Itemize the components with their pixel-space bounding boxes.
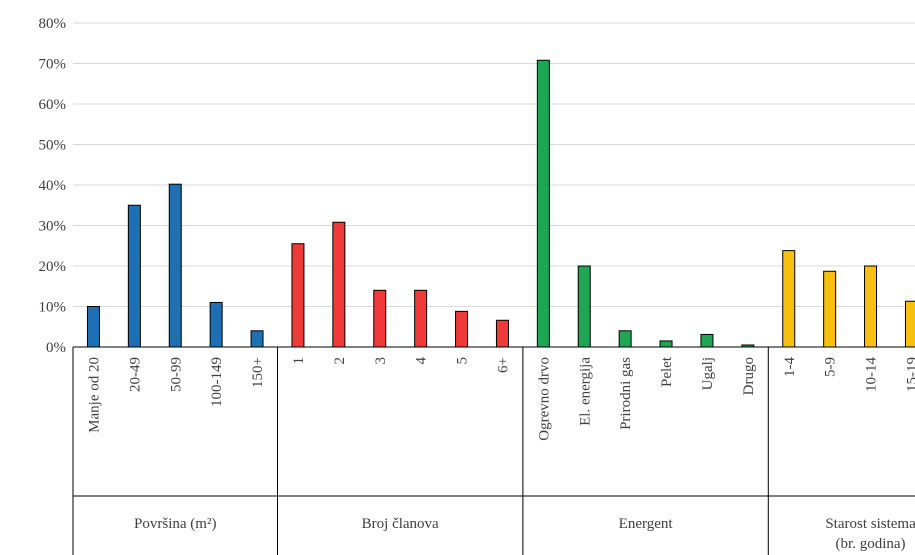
- y-tick-label: 40%: [39, 178, 67, 194]
- y-tick-label: 80%: [39, 16, 67, 32]
- bar: [168, 183, 182, 348]
- bar: [209, 301, 223, 348]
- bar: [904, 300, 915, 348]
- bar: [332, 221, 346, 348]
- category-label: 20-49: [127, 357, 143, 392]
- category-label: 10-14: [864, 357, 880, 392]
- bar: [659, 340, 673, 348]
- category-labels: Manje od 20 20-49 50-99 100-149 150+ 1 2 3 4 5 6+ O…: [86, 356, 915, 441]
- category-label: Ugalj: [700, 357, 716, 390]
- y-tick-label: 20%: [39, 259, 67, 275]
- category-label: 50-99: [168, 357, 184, 392]
- group-labels: Površina (m²) Broj članova Energent Starost…: [134, 516, 915, 552]
- group-label: Energent: [619, 516, 674, 532]
- group-label: Broj članova: [362, 516, 439, 532]
- y-tick-label: 50%: [39, 138, 67, 154]
- bar: [536, 59, 550, 348]
- gridlines: [73, 22, 915, 307]
- y-tick-label: 70%: [39, 57, 67, 73]
- bar: [495, 319, 509, 348]
- bar: [864, 265, 878, 348]
- y-axis-tick-labels: 0% 10% 20% 30% 40% 50% 60% 70% 80%: [39, 16, 67, 356]
- category-label: 3: [373, 357, 389, 365]
- category-label: El. energija: [577, 357, 593, 426]
- bar: [618, 330, 632, 348]
- bar: [700, 333, 714, 348]
- axes: [72, 346, 915, 555]
- category-label: Drugo: [741, 357, 757, 395]
- bar: [373, 289, 387, 348]
- category-label: 100-149: [209, 357, 225, 407]
- y-tick-label: 30%: [39, 219, 67, 235]
- category-label: 2: [332, 357, 348, 365]
- bar: [291, 243, 305, 348]
- group-label: Starost sistema: [825, 516, 915, 532]
- category-label: 5-9: [823, 357, 839, 377]
- bar: [455, 310, 469, 348]
- y-tick-label: 0%: [46, 340, 66, 356]
- category-label: 4: [414, 357, 430, 365]
- category-label: 1-4: [782, 357, 798, 377]
- bars: [86, 59, 915, 348]
- category-label: 1: [291, 357, 307, 365]
- category-label: 15-19: [904, 357, 915, 392]
- y-tick-label: 10%: [39, 300, 67, 316]
- bar: [250, 330, 264, 348]
- category-label: 5: [455, 357, 471, 365]
- category-label: 6+: [495, 357, 511, 373]
- group-label: Površina (m²): [134, 516, 216, 532]
- category-label: Prirodni gas: [618, 357, 634, 430]
- bar: [86, 306, 100, 348]
- bar: [414, 289, 428, 348]
- category-label: Manje od 20: [86, 357, 102, 433]
- bar: [823, 270, 837, 348]
- category-label: Ogrevno drvo: [536, 357, 552, 441]
- y-tick-label: 60%: [39, 97, 67, 113]
- bar: [127, 204, 141, 348]
- bar: [782, 250, 796, 348]
- category-label: 150+: [250, 357, 266, 388]
- group-label: (br. godina): [836, 536, 906, 552]
- bar: [577, 265, 591, 348]
- category-label: Pelet: [659, 356, 675, 387]
